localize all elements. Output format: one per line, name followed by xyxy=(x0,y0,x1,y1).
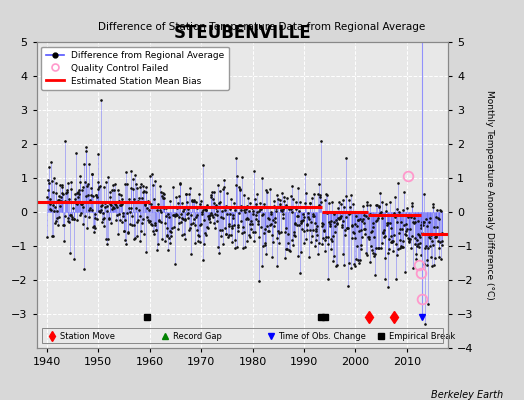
Text: Berkeley Earth: Berkeley Earth xyxy=(431,390,503,400)
Text: Record Gap: Record Gap xyxy=(173,332,222,340)
Title: STEUBENVILLE: STEUBENVILLE xyxy=(173,24,311,42)
Bar xyxy=(42,328,443,343)
Text: Station Move: Station Move xyxy=(60,332,115,340)
Legend: Difference from Regional Average, Quality Control Failed, Estimated Station Mean: Difference from Regional Average, Qualit… xyxy=(41,46,229,90)
Text: Difference of Station Temperature Data from Regional Average: Difference of Station Temperature Data f… xyxy=(99,22,425,32)
Y-axis label: Monthly Temperature Anomaly Difference (°C): Monthly Temperature Anomaly Difference (… xyxy=(485,90,494,300)
Text: Empirical Break: Empirical Break xyxy=(389,332,455,340)
Text: Time of Obs. Change: Time of Obs. Change xyxy=(278,332,366,340)
